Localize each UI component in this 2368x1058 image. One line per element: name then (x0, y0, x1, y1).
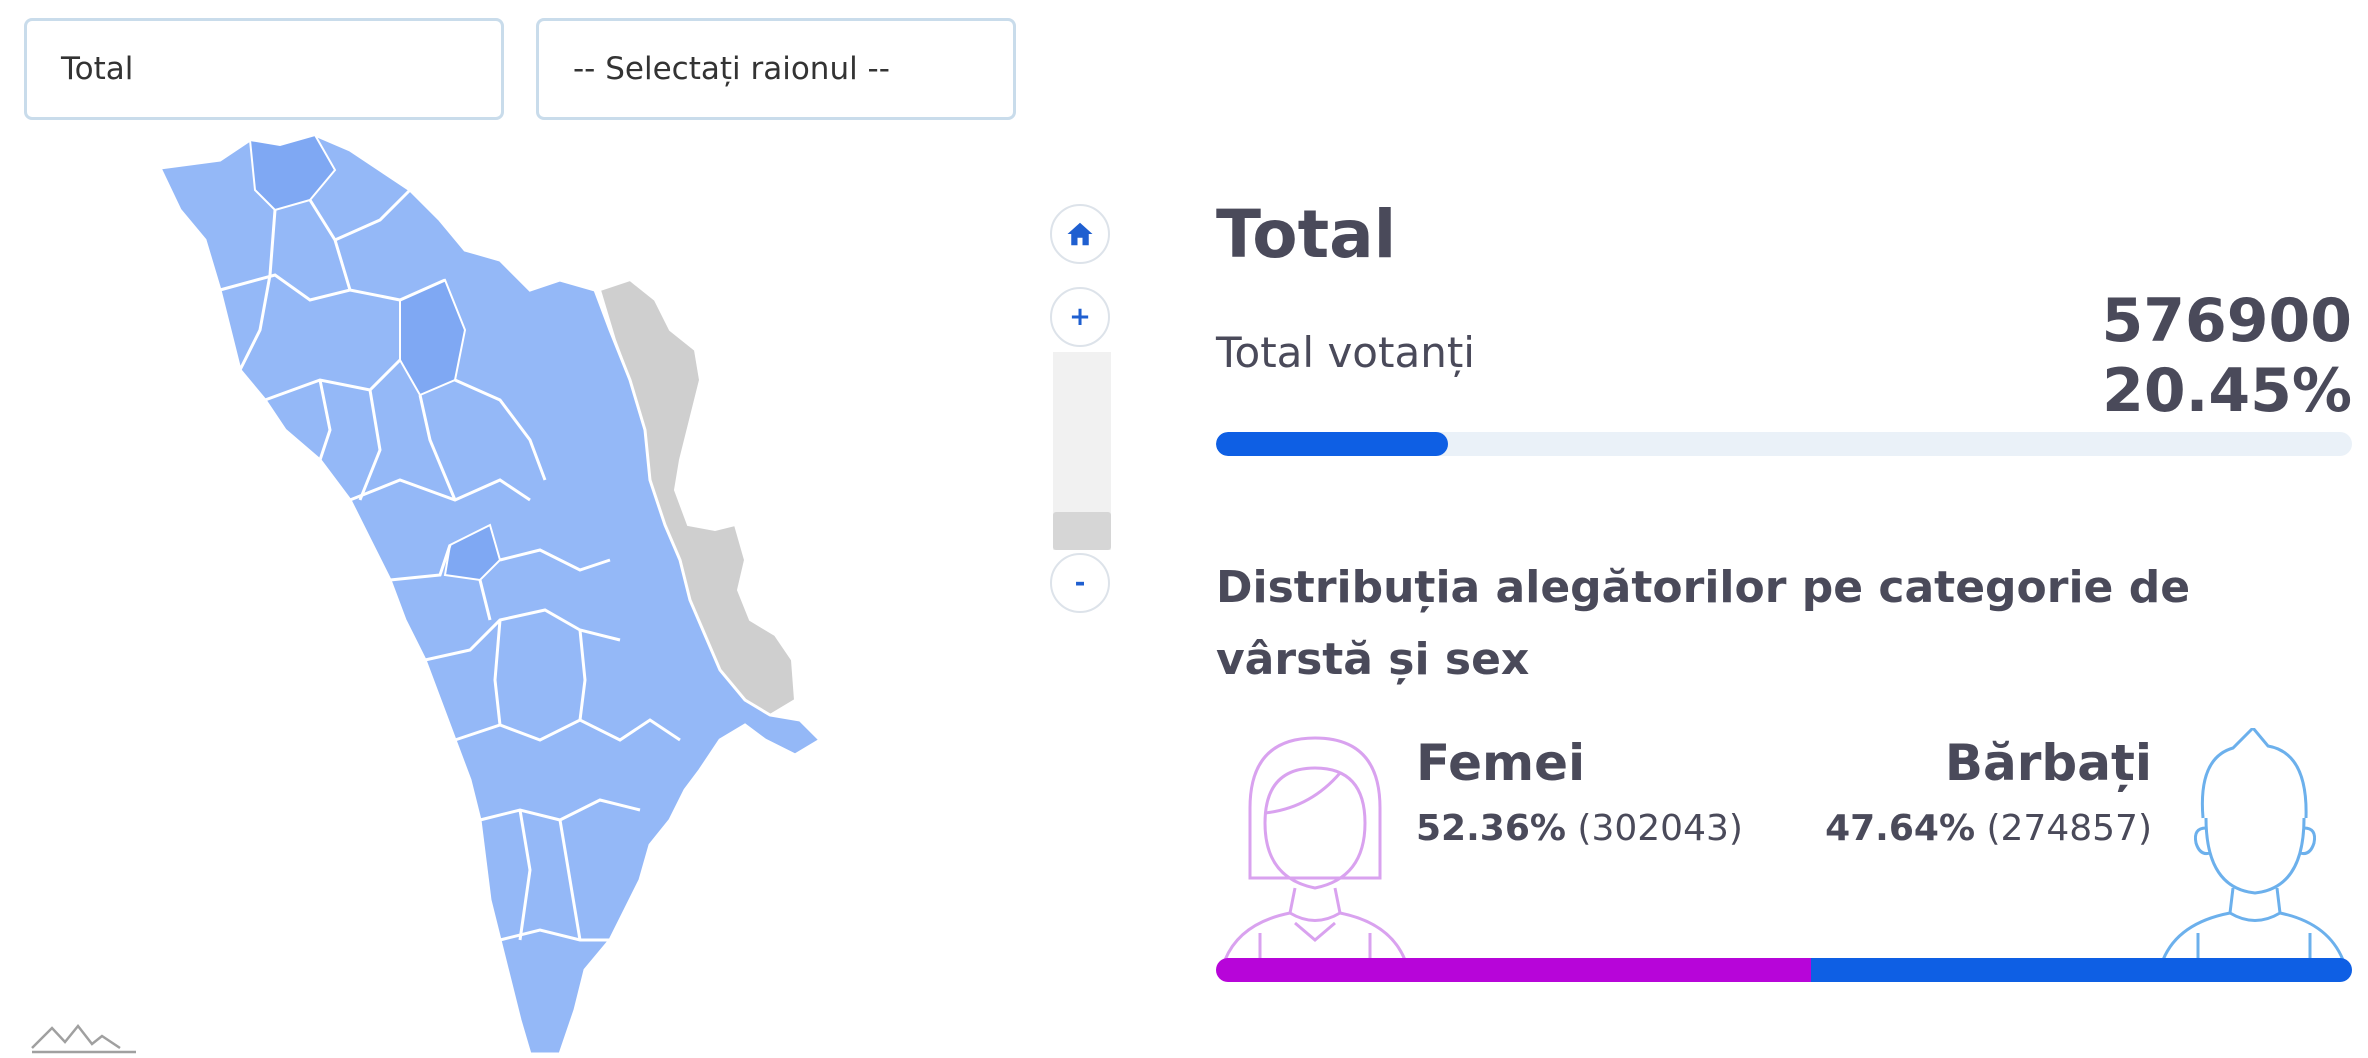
map-region-ocnita[interactable] (248, 133, 337, 212)
zoom-out-button[interactable]: - (1050, 553, 1110, 613)
male-stats: 47.64% (274857) (1825, 808, 2152, 849)
zoom-slider[interactable] (1053, 352, 1111, 550)
district-borders (219, 188, 681, 942)
gender-male-fill (1810, 958, 2352, 982)
district-select[interactable]: -- Selectați raionul -- (536, 18, 1016, 120)
total-voters-label: Total votanți (1216, 328, 1475, 377)
gender-female-fill (1216, 958, 1811, 982)
mountain-logo-icon (30, 1018, 140, 1054)
map-region-dubasari[interactable] (443, 523, 502, 582)
male-percent: 47.64% (1825, 808, 1976, 849)
turnout-progress-fill (1216, 432, 1449, 456)
male-label: Bărbați (1944, 734, 2152, 792)
zoom-in-label: + (1069, 302, 1091, 332)
total-voters-percent: 20.45% (2102, 356, 2352, 426)
zoom-slider-thumb[interactable] (1053, 512, 1111, 550)
category-select-value: Total (61, 51, 134, 87)
map-region-moldova[interactable] (157, 133, 823, 1056)
zoom-home-button[interactable] (1050, 204, 1110, 264)
moldova-map-svg[interactable] (157, 133, 960, 1056)
moldova-map[interactable] (157, 133, 960, 1056)
home-icon (1067, 222, 1093, 246)
male-count: (274857) (1986, 808, 2152, 849)
total-voters-count: 576900 (2101, 286, 2353, 356)
category-select[interactable]: Total (24, 18, 504, 120)
female-avatar-icon (1220, 728, 1410, 961)
district-select-value: -- Selectați raionul -- (573, 51, 890, 87)
male-avatar-icon (2158, 725, 2348, 961)
gender-distribution-bar (1216, 958, 2352, 982)
female-stats: 52.36% (302043) (1416, 808, 1743, 849)
zoom-in-button[interactable]: + (1050, 287, 1110, 347)
turnout-progress-bar (1216, 432, 2352, 456)
female-count: (302043) (1577, 808, 1743, 849)
female-label: Femei (1416, 734, 1586, 792)
female-percent: 52.36% (1416, 808, 1566, 849)
zoom-out-label: - (1074, 568, 1086, 598)
region-title: Total (1216, 196, 1397, 273)
distribution-title: Distribuția alegătorilor pe categorie de… (1216, 562, 2191, 685)
